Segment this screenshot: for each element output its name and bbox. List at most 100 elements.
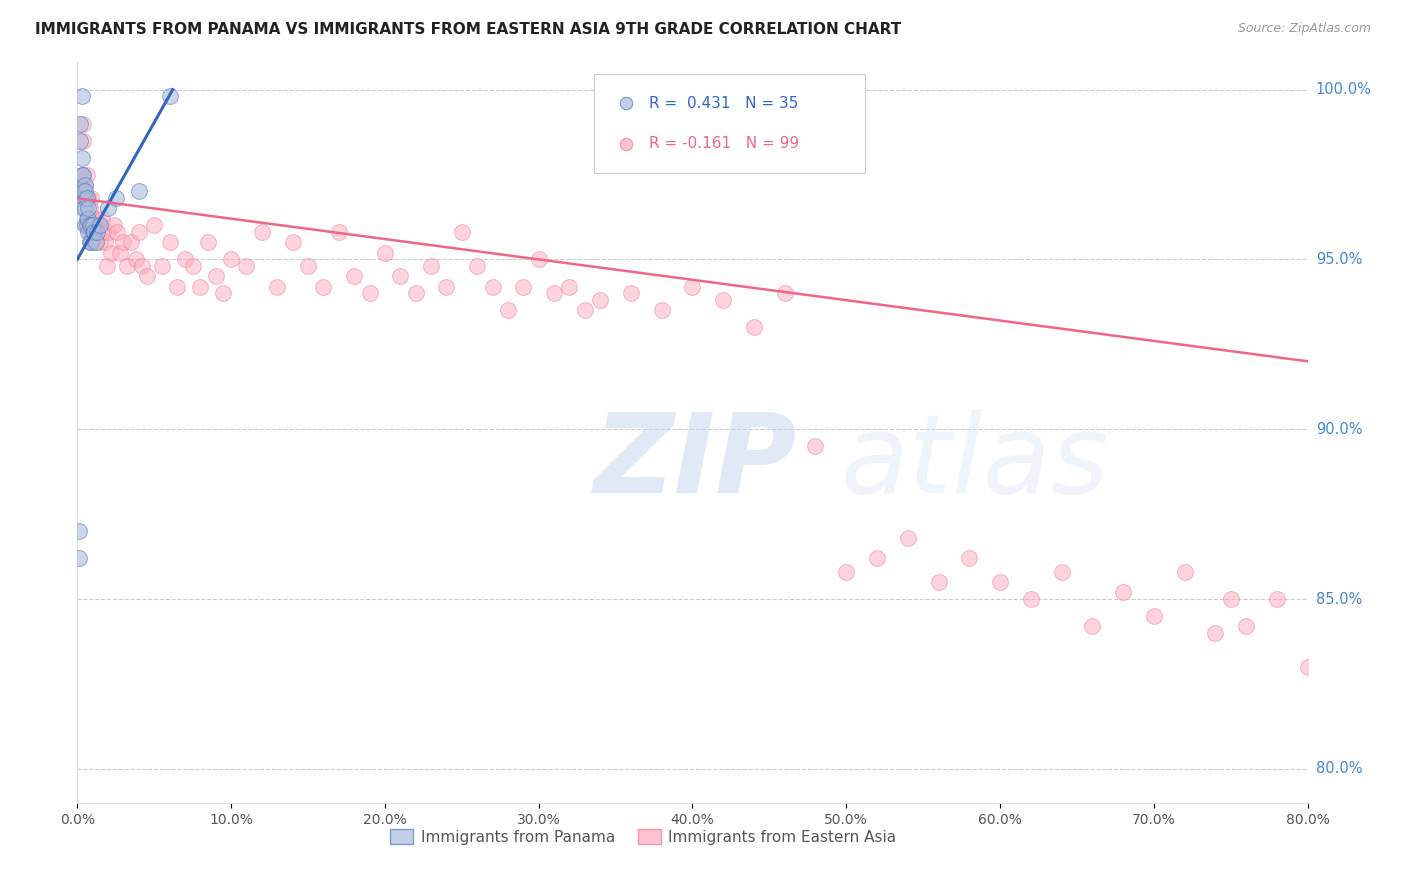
Point: [752, 456, 775, 470]
Point: [159, 235, 181, 250]
Point: [574, 303, 596, 318]
Point: [481, 279, 503, 293]
Point: [84, 235, 107, 250]
Text: atlas: atlas: [841, 409, 1109, 516]
Point: [93, 225, 115, 239]
Point: [281, 235, 304, 250]
Point: [928, 575, 950, 590]
Point: [67, 551, 90, 566]
Text: R =  0.431   N = 35: R = 0.431 N = 35: [650, 95, 799, 111]
Point: [83, 235, 105, 250]
Point: [1204, 626, 1226, 640]
Point: [73, 191, 96, 205]
Point: [96, 259, 118, 273]
Point: [620, 286, 643, 301]
Point: [80, 235, 103, 250]
Point: [89, 235, 111, 250]
Point: [69, 178, 91, 192]
Point: [527, 252, 550, 267]
Text: R = -0.161   N = 99: R = -0.161 N = 99: [650, 136, 800, 152]
Point: [73, 219, 96, 233]
Point: [87, 219, 110, 233]
Point: [374, 245, 396, 260]
Point: [97, 225, 120, 239]
Point: [73, 178, 96, 192]
Point: [128, 225, 150, 239]
Point: [1019, 592, 1042, 607]
Point: [128, 185, 150, 199]
Point: [773, 286, 796, 301]
Point: [112, 235, 135, 250]
Point: [1234, 619, 1257, 633]
Point: [82, 219, 104, 233]
Point: [651, 303, 673, 318]
Point: [204, 269, 226, 284]
Point: [79, 202, 101, 216]
Point: [188, 279, 212, 293]
Point: [143, 219, 166, 233]
Point: [100, 245, 122, 260]
Point: [80, 191, 103, 205]
Point: [84, 211, 107, 226]
Point: [79, 225, 101, 239]
Point: [159, 89, 181, 103]
Point: [1265, 592, 1288, 607]
Text: 95.0%: 95.0%: [1316, 252, 1362, 267]
Point: [752, 269, 775, 284]
Point: [682, 279, 704, 293]
Point: [86, 225, 108, 239]
Point: [67, 524, 90, 538]
Point: [76, 168, 98, 182]
Point: [957, 551, 980, 566]
Point: [70, 168, 93, 182]
Point: [77, 211, 100, 226]
Point: [73, 202, 96, 216]
Point: [82, 211, 104, 226]
Point: [86, 225, 108, 239]
Point: [1081, 619, 1104, 633]
Point: [89, 219, 111, 233]
Point: [77, 191, 100, 205]
Point: [1174, 565, 1197, 579]
Point: [72, 202, 94, 216]
Point: [328, 225, 350, 239]
Point: [436, 279, 458, 293]
Legend: Immigrants from Panama, Immigrants from Eastern Asia: Immigrants from Panama, Immigrants from …: [384, 822, 903, 851]
Point: [82, 225, 104, 239]
Point: [558, 279, 581, 293]
Text: Source: ZipAtlas.com: Source: ZipAtlas.com: [1237, 22, 1371, 36]
Text: 85.0%: 85.0%: [1316, 591, 1362, 607]
Point: [73, 191, 96, 205]
Point: [115, 259, 138, 273]
Point: [94, 235, 117, 250]
Point: [250, 225, 273, 239]
Point: [197, 235, 219, 250]
Point: [72, 168, 94, 182]
Point: [83, 225, 105, 239]
Point: [420, 259, 443, 273]
Point: [104, 191, 127, 205]
Point: [90, 211, 114, 226]
Point: [70, 151, 93, 165]
Point: [589, 293, 612, 308]
Point: [77, 202, 100, 216]
Point: [166, 279, 188, 293]
Point: [1296, 660, 1319, 674]
Point: [69, 134, 91, 148]
Point: [465, 259, 488, 273]
Point: [77, 219, 100, 233]
Point: [219, 252, 242, 267]
Point: [70, 185, 93, 199]
Point: [1219, 592, 1241, 607]
Point: [343, 269, 366, 284]
Point: [73, 185, 96, 199]
Point: [212, 286, 235, 301]
Point: [131, 259, 153, 273]
Point: [742, 320, 765, 334]
Point: [70, 168, 93, 182]
Point: [297, 259, 319, 273]
Point: [76, 191, 98, 205]
Point: [266, 279, 288, 293]
Point: [80, 219, 103, 233]
Text: ZIP: ZIP: [595, 409, 797, 516]
